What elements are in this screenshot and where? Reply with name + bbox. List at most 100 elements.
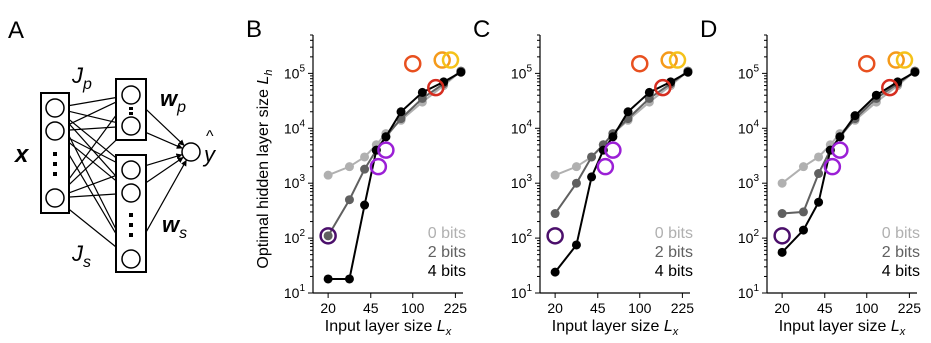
output-label-y: y	[202, 142, 217, 167]
legend-entry: 0 bits	[428, 225, 466, 242]
input-hidden-arrow	[62, 98, 124, 128]
y-tick-label: 101	[511, 283, 533, 301]
data-point	[587, 152, 597, 162]
y-tick-label: 103	[284, 173, 306, 191]
input-node	[45, 188, 65, 208]
data-point	[814, 152, 824, 162]
input-hidden-arrow	[61, 203, 125, 254]
y-axis-label: Optimal hidden layer size Lh	[255, 69, 275, 268]
data-point	[323, 170, 333, 180]
x-tick-label: 20	[320, 300, 336, 316]
y-tick-label: 102	[738, 228, 760, 246]
highlight-circle	[604, 141, 622, 159]
legend-entry: 0 bits	[882, 225, 920, 242]
output-hat: ^	[206, 128, 214, 145]
y-tick-label: 103	[511, 173, 533, 191]
chart-panel-b: B 101 102 103 104 105 20 45 100 225 Input layer si…	[246, 16, 467, 338]
data-point	[417, 87, 427, 97]
x-tick-label: 100	[628, 300, 652, 316]
highlight-circle	[433, 51, 451, 69]
chart-panel-c: C 101 102 103 104 105 20 45 100 225 Input layer si…	[473, 16, 694, 338]
data-point	[344, 195, 354, 205]
data-point	[550, 209, 560, 219]
x-tick-label: 100	[401, 300, 425, 316]
y-tick-label: 101	[738, 283, 760, 301]
highlight-circle	[631, 54, 649, 73]
highlight-circle	[319, 227, 337, 245]
input-ellipsis	[53, 152, 57, 176]
data-point	[571, 240, 581, 250]
data-point	[777, 178, 787, 188]
x-axis-label: Input layer size Lx	[552, 318, 679, 338]
data-point	[550, 267, 560, 277]
input-hidden-arrow	[63, 172, 123, 196]
y-tick-label: 104	[284, 118, 306, 136]
x-tick-label: 45	[590, 300, 606, 316]
data-point	[396, 107, 406, 117]
x-tick-label: 45	[817, 300, 833, 316]
x-axis-label: Input layer size Lx	[325, 318, 452, 338]
data-point	[608, 132, 618, 142]
x-tick-label: 100	[855, 300, 879, 316]
highlight-circle	[823, 157, 842, 176]
data-point	[360, 200, 370, 210]
y-tick-label: 104	[738, 118, 760, 136]
primary-hidden-node	[121, 116, 141, 136]
y-tick-label: 103	[738, 173, 760, 191]
x-axis-label: Input layer size Lx	[779, 318, 906, 338]
input-node	[45, 121, 65, 141]
highlight-circle	[596, 157, 615, 176]
data-point	[360, 164, 370, 174]
highlight-circle	[887, 51, 905, 69]
y-tick-label: 102	[511, 228, 533, 246]
input-hidden-arrow	[63, 123, 123, 132]
highlight-circle	[404, 54, 422, 73]
data-point	[323, 231, 333, 241]
input-node	[45, 98, 65, 118]
data-point	[571, 178, 581, 188]
primary-ellipsis	[129, 107, 133, 115]
data-point	[798, 162, 808, 172]
chart-panels: B 101 102 103 104 105 20 45 100 225 Input layer si…	[246, 16, 921, 338]
secondary-ellipsis	[129, 213, 133, 237]
input-hidden-arrow	[63, 190, 123, 199]
data-point	[850, 111, 860, 121]
data-point	[814, 197, 824, 207]
data-point	[381, 132, 391, 142]
input-hidden-arrow	[62, 134, 124, 167]
data-point	[910, 67, 920, 77]
ws-label: ws	[162, 212, 187, 242]
input-hidden-arrow	[59, 101, 127, 192]
legend-entry: 4 bits	[882, 263, 920, 280]
data-point	[344, 162, 354, 172]
data-point	[814, 169, 824, 179]
data-point	[835, 132, 845, 142]
data-point	[456, 67, 466, 77]
y-tick-label: 105	[284, 63, 306, 81]
x-tick-label: 225	[671, 300, 695, 316]
legend-entry: 2 bits	[428, 244, 466, 261]
highlight-circle	[654, 78, 672, 97]
highlight-circle	[858, 54, 876, 73]
secondary-hidden-node	[121, 160, 141, 180]
data-point	[587, 172, 597, 182]
y-tick-label: 104	[511, 118, 533, 136]
x-tick-label: 20	[547, 300, 563, 316]
data-point	[323, 274, 333, 284]
data-point	[360, 152, 370, 162]
legend-entry: 4 bits	[655, 263, 693, 280]
legend-entry: 2 bits	[655, 244, 693, 261]
network-diagram: A x J	[8, 17, 217, 273]
data-point	[798, 207, 808, 217]
highlight-circle	[427, 78, 445, 97]
panel-label-d: D	[700, 16, 717, 43]
data-point	[798, 225, 808, 235]
x-tick-label: 225	[898, 300, 922, 316]
x-tick-label: 45	[363, 300, 379, 316]
x-tick-label: 225	[444, 300, 468, 316]
input-hidden-arrow	[61, 113, 125, 165]
y-tick-label: 102	[284, 228, 306, 246]
js-label: Js	[71, 241, 91, 271]
data-point	[777, 247, 787, 257]
